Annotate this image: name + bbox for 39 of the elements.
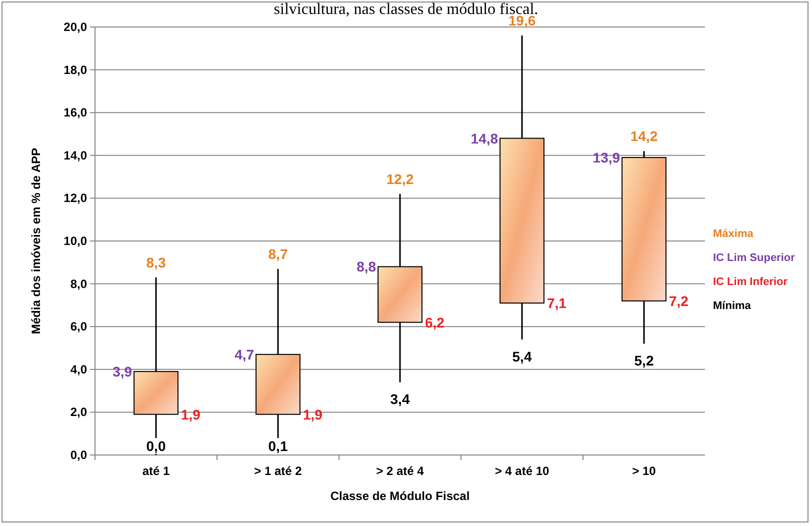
- annotation: 8,3: [146, 254, 166, 270]
- annotation: 5,2: [634, 352, 654, 369]
- text: IC Lim Inferior: [713, 276, 788, 288]
- annotation: 3,4: [390, 391, 410, 408]
- annotation: 5,4: [512, 348, 532, 364]
- y-tick-label: 6,0: [70, 320, 88, 334]
- annotation: 12,2: [386, 170, 414, 187]
- y-tick-label: 16,0: [64, 106, 88, 120]
- annotation: 6,2: [424, 314, 445, 330]
- annotation: 1,9: [180, 406, 201, 422]
- x-tick-label: até 1: [142, 464, 170, 478]
- y-tick-label: 10,0: [64, 234, 88, 248]
- y-axis-title: Média dos imóveis em % de APP: [29, 148, 43, 334]
- y-tick-label: 18,0: [64, 62, 88, 77]
- y-tick-label: 12,0: [64, 191, 88, 206]
- x-tick-label: > 1 até 2: [254, 464, 302, 478]
- annotation: 0,1: [268, 438, 288, 454]
- annotation: 0,0: [146, 438, 166, 454]
- y-tick-label: 2,0: [70, 405, 88, 420]
- annotation: 14,8: [470, 130, 498, 146]
- annotation: 7,1: [546, 295, 567, 312]
- y-tick-label: 20,0: [64, 20, 88, 34]
- annotation: 1,9: [302, 406, 323, 422]
- text: Mínima: [713, 300, 752, 312]
- y-tick-label: 8,0: [70, 276, 88, 291]
- annotation: 7,2: [668, 292, 689, 309]
- x-tick-label: > 2 até 4: [376, 464, 424, 478]
- x-axis-title: Classe de Módulo Fiscal: [330, 489, 470, 503]
- annotation: 8,8: [356, 258, 376, 275]
- annotation: 8,7: [268, 246, 288, 262]
- text: Máxima: [713, 228, 754, 240]
- annotation: 14,2: [630, 128, 658, 144]
- y-tick-label: 14,0: [64, 148, 88, 162]
- y-tick-label: 4,0: [70, 362, 88, 376]
- annotation: 4,7: [234, 346, 254, 362]
- y-tick-label: 0,0: [70, 448, 88, 462]
- text: IC Lim Superior: [713, 252, 796, 264]
- x-tick-label: > 10: [632, 464, 656, 478]
- x-tick-label: > 4 até 10: [494, 464, 550, 478]
